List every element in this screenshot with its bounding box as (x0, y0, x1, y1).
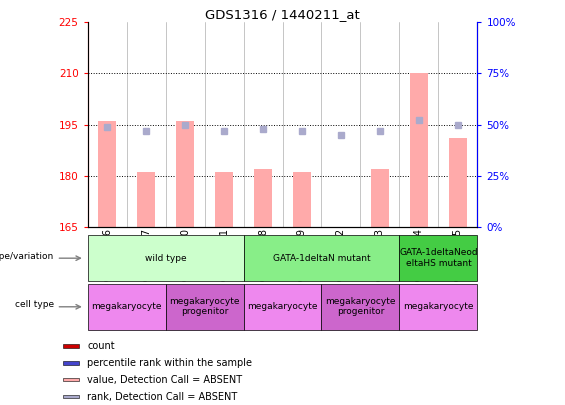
Text: rank, Detection Call = ABSENT: rank, Detection Call = ABSENT (87, 392, 237, 402)
Text: GATA-1deltaNeod
eltaHS mutant: GATA-1deltaNeod eltaHS mutant (399, 249, 478, 268)
Bar (63, 344, 79, 347)
Text: GATA-1deltaN mutant: GATA-1deltaN mutant (273, 254, 370, 263)
Bar (410, 73, 428, 227)
Bar (293, 172, 311, 227)
Bar (63, 394, 79, 399)
Bar (244, 235, 399, 281)
Bar (98, 121, 116, 227)
Bar (321, 284, 399, 330)
Bar (88, 235, 244, 281)
Text: megakaryocyte
progenitor: megakaryocyte progenitor (325, 297, 396, 316)
Text: genotype/variation: genotype/variation (0, 252, 54, 261)
Bar (332, 227, 350, 241)
Text: count: count (87, 341, 115, 351)
Text: megakaryocyte: megakaryocyte (403, 302, 473, 311)
Bar (88, 284, 166, 330)
Bar (399, 235, 477, 281)
Text: megakaryocyte: megakaryocyte (247, 302, 318, 311)
Bar (137, 172, 155, 227)
Bar (166, 284, 244, 330)
Bar (63, 378, 79, 382)
Bar (176, 121, 194, 227)
Bar (371, 169, 389, 227)
Bar (449, 138, 467, 227)
Bar (254, 169, 272, 227)
Text: wild type: wild type (145, 254, 186, 263)
Text: cell type: cell type (15, 300, 54, 309)
Text: megakaryocyte
progenitor: megakaryocyte progenitor (170, 297, 240, 316)
Text: percentile rank within the sample: percentile rank within the sample (87, 358, 252, 368)
Text: megakaryocyte: megakaryocyte (92, 302, 162, 311)
Bar (244, 284, 321, 330)
Bar (399, 284, 477, 330)
Text: value, Detection Call = ABSENT: value, Detection Call = ABSENT (87, 375, 242, 385)
Bar (215, 172, 233, 227)
Bar (63, 361, 79, 364)
Title: GDS1316 / 1440211_at: GDS1316 / 1440211_at (205, 8, 360, 21)
